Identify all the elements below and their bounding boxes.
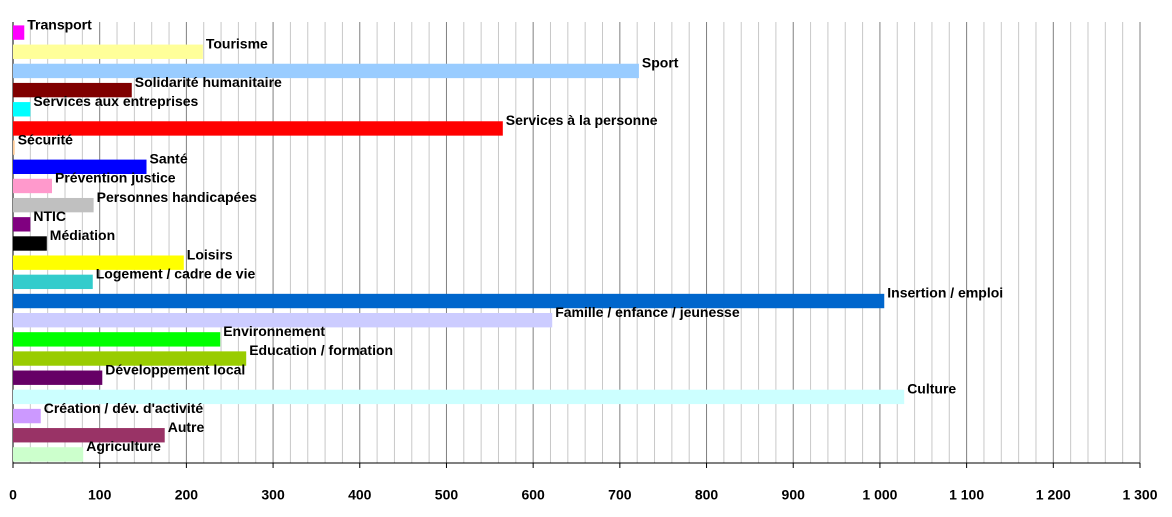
bar-label: Solidarité humanitaire bbox=[135, 74, 282, 90]
bar bbox=[13, 178, 53, 194]
bar-label: Développement local bbox=[105, 361, 245, 377]
bar bbox=[13, 370, 103, 385]
bar-label: Prévention justice bbox=[55, 170, 176, 186]
x-tick-label: 100 bbox=[88, 487, 112, 503]
bar-label: Culture bbox=[907, 381, 956, 397]
x-tick-label: 600 bbox=[521, 487, 545, 503]
bar-label: Education / formation bbox=[249, 342, 393, 358]
bar-label: Médiation bbox=[50, 227, 115, 243]
bar bbox=[13, 313, 553, 328]
x-tick-label: 300 bbox=[261, 487, 285, 503]
x-tick-label: 800 bbox=[695, 487, 719, 503]
bar bbox=[13, 63, 639, 79]
bar bbox=[13, 408, 41, 424]
bar-label: Sécurité bbox=[18, 131, 73, 147]
bar bbox=[13, 159, 147, 174]
x-tick-label: 400 bbox=[348, 487, 372, 503]
bar-label: Tourisme bbox=[206, 35, 268, 51]
x-tick-label: 0 bbox=[9, 487, 17, 503]
x-tick-label: 500 bbox=[435, 487, 459, 503]
bar bbox=[13, 44, 203, 59]
bar bbox=[13, 197, 94, 213]
bar-label: Famille / enfance / jeunesse bbox=[555, 304, 740, 320]
bar bbox=[13, 102, 31, 117]
bar-label: Services à la personne bbox=[506, 112, 658, 128]
bar bbox=[13, 389, 905, 405]
bar-label: Environnement bbox=[223, 323, 325, 339]
bar bbox=[13, 121, 503, 136]
bar-label: Sport bbox=[642, 55, 679, 71]
x-tick-label: 900 bbox=[782, 487, 806, 503]
bar-label: Services aux entreprises bbox=[33, 93, 198, 109]
bar-label: Autre bbox=[168, 419, 205, 435]
bar bbox=[13, 274, 93, 290]
x-tick-label: 200 bbox=[175, 487, 199, 503]
bar-label: Insertion / emploi bbox=[887, 285, 1003, 301]
x-tick-label: 700 bbox=[608, 487, 632, 503]
bar bbox=[13, 217, 31, 232]
bar bbox=[13, 236, 47, 251]
bar bbox=[13, 351, 247, 366]
bar bbox=[13, 255, 184, 270]
bar bbox=[13, 447, 84, 462]
x-tick-label: 1 100 bbox=[949, 487, 984, 503]
bar bbox=[13, 25, 25, 40]
x-tick-label: 1 000 bbox=[862, 487, 897, 503]
x-tick-label: 1 200 bbox=[1036, 487, 1071, 503]
bar-label: Logement / cadre de vie bbox=[96, 266, 256, 282]
bar-label: Création / dév. d'activité bbox=[44, 400, 204, 416]
bar bbox=[13, 82, 132, 98]
bar-label: Santé bbox=[150, 151, 188, 167]
bar bbox=[13, 428, 165, 443]
bar-label: Transport bbox=[27, 16, 92, 32]
bar bbox=[13, 332, 221, 347]
x-tick-label: 1 300 bbox=[1122, 487, 1157, 503]
bar-label: NTIC bbox=[33, 208, 66, 224]
bar-label: Loisirs bbox=[187, 246, 233, 262]
bar-label: Personnes handicapées bbox=[97, 189, 258, 205]
bar bbox=[13, 140, 15, 155]
bar bbox=[13, 293, 885, 309]
bar-label: Agriculture bbox=[86, 438, 161, 454]
